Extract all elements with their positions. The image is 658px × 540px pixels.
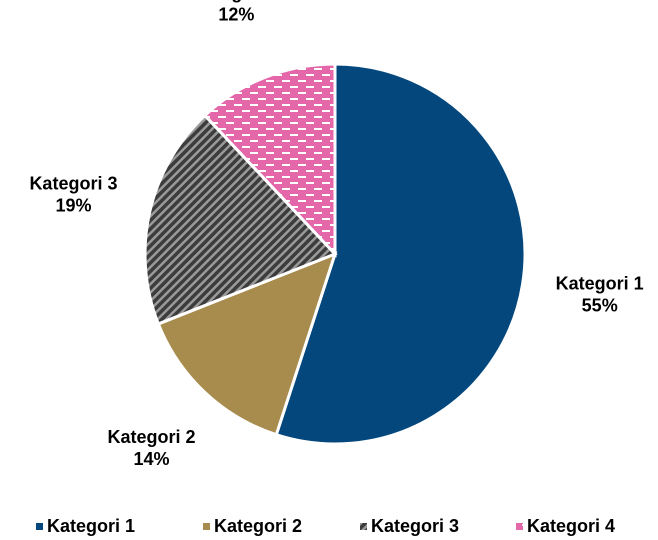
slice-label-name: Kategori 2 [108,427,196,447]
legend-swatch [516,523,523,530]
pie-slice [156,251,338,437]
legend-label: Kategori 1 [47,516,135,536]
legend-label: Kategori 2 [214,516,302,536]
slice-label-value: 14% [134,449,170,469]
pie-slice [274,62,527,446]
slice-label-value: 55% [582,296,618,316]
legend-label: Kategori 3 [371,516,459,536]
legend-swatch [203,523,210,530]
legend-label: Kategori 4 [527,516,615,536]
slice-label-name: Kategori 4 [192,0,280,3]
legend-swatch [36,523,43,530]
slice-label-name: Kategori 1 [556,274,644,294]
slice-label-value: 19% [55,195,91,215]
pie-slice [202,62,337,258]
legend-swatch [360,523,367,530]
slice-label-value: 12% [218,5,254,25]
pie-slice [143,113,338,326]
slice-label-name: Kategori 3 [29,173,117,193]
